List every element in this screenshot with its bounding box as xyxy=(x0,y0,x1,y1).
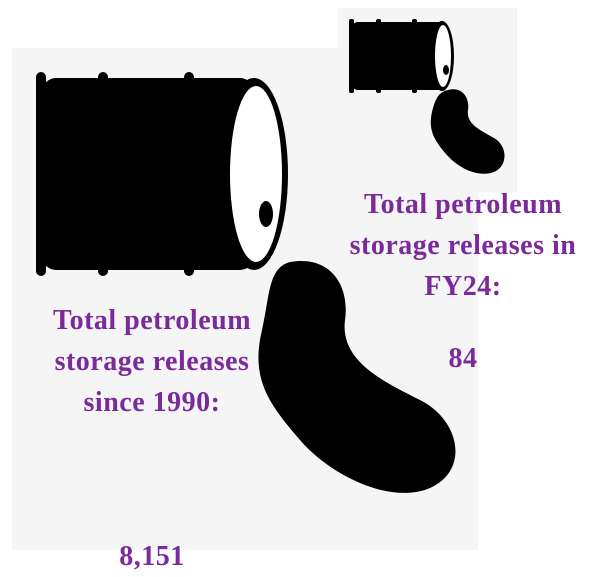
large-spill xyxy=(258,260,456,493)
panel-label: Total petroleum storage releases since 1… xyxy=(52,305,252,418)
panel-value: 8,151 xyxy=(119,541,185,572)
panel-value: 84 xyxy=(448,343,478,374)
panel-label: Total petroleum storage releases in FY24… xyxy=(349,189,577,302)
small-spill xyxy=(430,89,505,174)
large-barrel xyxy=(36,72,288,276)
small-barrel xyxy=(349,19,454,93)
